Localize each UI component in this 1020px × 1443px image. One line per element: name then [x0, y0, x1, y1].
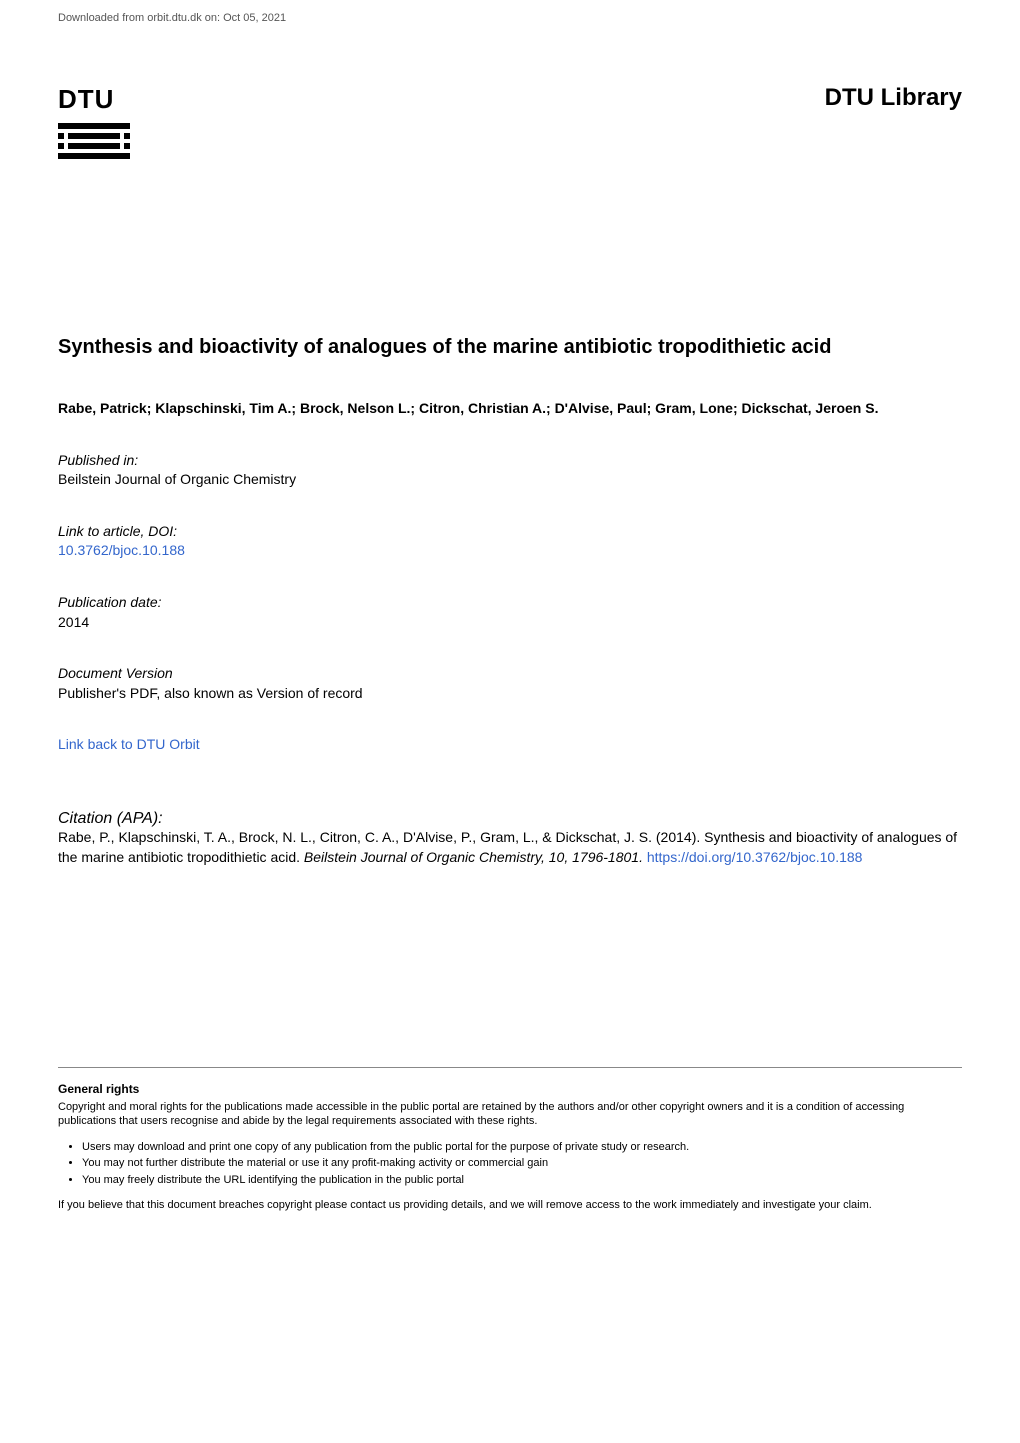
doi-block: Link to article, DOI: 10.3762/bjoc.10.18…	[58, 522, 962, 561]
general-rights-para1: Copyright and moral rights for the publi…	[58, 1100, 962, 1129]
header-row: DTU DTU Library	[0, 24, 1020, 163]
citation-label: Citation (APA):	[58, 810, 962, 828]
document-version-value: Publisher's PDF, also known as Version o…	[58, 684, 962, 704]
main-content: Synthesis and bioactivity of analogues o…	[0, 333, 1020, 1068]
orbit-link[interactable]: Link back to DTU Orbit	[58, 736, 200, 752]
dtu-logo-text: DTU	[58, 84, 114, 115]
citation-doi-link[interactable]: https://doi.org/10.3762/bjoc.10.188	[647, 849, 863, 865]
publication-date-block: Publication date: 2014	[58, 593, 962, 632]
citation-journal: Beilstein Journal of Organic Chemistry	[304, 849, 541, 865]
dtu-logo-icon	[58, 119, 130, 163]
authors-list: Rabe, Patrick; Klapschinski, Tim A.; Bro…	[58, 399, 962, 419]
document-version-label: Document Version	[58, 664, 962, 684]
rights-bullet: You may not further distribute the mater…	[82, 1155, 962, 1172]
publication-date-value: 2014	[58, 613, 962, 633]
general-rights-para2: If you believe that this document breach…	[58, 1198, 962, 1212]
general-rights-heading: General rights	[58, 1082, 962, 1096]
rights-bullet: You may freely distribute the URL identi…	[82, 1172, 962, 1189]
published-in-block: Published in: Beilstein Journal of Organ…	[58, 451, 962, 490]
citation-text: Rabe, P., Klapschinski, T. A., Brock, N.…	[58, 828, 962, 867]
publication-date-label: Publication date:	[58, 593, 962, 613]
general-rights-section: General rights Copyright and moral right…	[0, 1068, 1020, 1212]
doi-label: Link to article, DOI:	[58, 522, 962, 542]
document-version-block: Document Version Publisher's PDF, also k…	[58, 664, 962, 703]
rights-bullet: Users may download and print one copy of…	[82, 1139, 962, 1156]
dtu-library-label: DTU Library	[825, 84, 962, 112]
citation-volref: , 10, 1796-1801.	[541, 849, 647, 865]
published-in-label: Published in:	[58, 451, 962, 471]
citation-block: Citation (APA): Rabe, P., Klapschinski, …	[58, 810, 962, 867]
doi-link[interactable]: 10.3762/bjoc.10.188	[58, 542, 185, 558]
dtu-logo: DTU	[58, 84, 130, 163]
general-rights-bullets: Users may download and print one copy of…	[58, 1139, 962, 1189]
paper-title: Synthesis and bioactivity of analogues o…	[58, 333, 962, 361]
orbit-link-block: Link back to DTU Orbit	[58, 735, 962, 755]
download-date-header: Downloaded from orbit.dtu.dk on: Oct 05,…	[0, 0, 1020, 24]
published-in-value: Beilstein Journal of Organic Chemistry	[58, 470, 962, 490]
